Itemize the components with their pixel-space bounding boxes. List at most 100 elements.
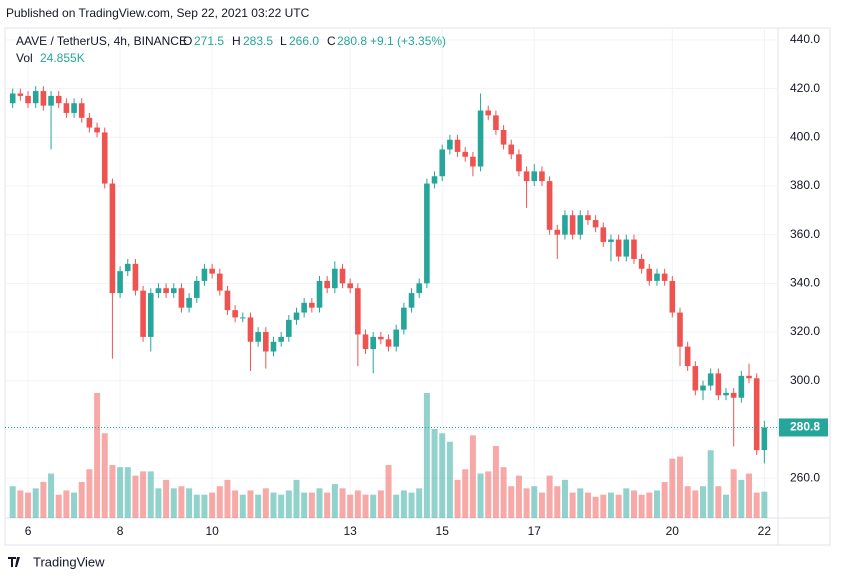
candle-body xyxy=(615,239,622,257)
candle-body xyxy=(94,127,100,133)
volume-bar xyxy=(684,486,691,518)
legend-vol: 24.855K xyxy=(40,51,85,65)
candle-body xyxy=(385,339,392,347)
marks: 280.8 xyxy=(5,86,828,518)
candle-body xyxy=(193,280,200,298)
legend: AAVE / TetherUS, 4h, BINANCE O 271.5 H 283.… xyxy=(16,34,446,65)
volume-bar xyxy=(707,450,714,518)
candle-body xyxy=(347,283,353,289)
legend-h: 283.5 xyxy=(243,34,273,48)
candle-body xyxy=(278,336,284,342)
volume-bar xyxy=(78,481,85,518)
volume-bar xyxy=(216,486,223,518)
volume-bar xyxy=(324,492,331,518)
volume-bar xyxy=(400,490,407,518)
candle-body xyxy=(78,103,85,118)
volume-bar xyxy=(178,486,185,518)
volume-bar xyxy=(746,473,753,518)
volume-bar xyxy=(140,471,147,518)
candle-body xyxy=(523,171,530,182)
legend-c-key: C xyxy=(327,34,336,48)
volume-bar xyxy=(753,492,760,518)
candle-body xyxy=(240,317,246,319)
candle-body xyxy=(646,268,653,281)
volume-bar xyxy=(255,494,262,518)
volume-bar xyxy=(485,471,492,518)
volume-bar xyxy=(347,494,354,518)
candle-body xyxy=(393,329,399,347)
volume-bar xyxy=(623,488,630,518)
legend-change: +9.1 (+3.35%) xyxy=(370,34,446,48)
volume-bar xyxy=(301,492,308,518)
candle-body xyxy=(738,375,745,398)
volume-bar xyxy=(607,492,614,518)
candle-body xyxy=(723,392,729,396)
volume-bar xyxy=(331,484,338,518)
candle-body xyxy=(715,373,722,396)
candle-body xyxy=(477,110,484,167)
volume-bar xyxy=(377,490,384,518)
volume-bar xyxy=(692,490,699,518)
logo xyxy=(8,557,20,567)
candle-body xyxy=(508,144,515,155)
volume-bar xyxy=(316,488,323,518)
legend-c: 280.8 xyxy=(337,34,367,48)
x-tick-label: 20 xyxy=(666,524,680,538)
symbol: AAVE / TetherUS, 4h, BINANCE xyxy=(16,34,187,48)
volume-bar xyxy=(462,469,469,518)
candle-body xyxy=(48,95,54,106)
legend-l: 266.0 xyxy=(289,34,319,48)
candle-body xyxy=(531,171,538,182)
candle-body xyxy=(730,392,737,398)
candle-body xyxy=(301,302,307,313)
brand-text: TradingView xyxy=(33,554,105,569)
volume-bar xyxy=(592,496,599,518)
y-tick-label: 320.0 xyxy=(790,324,820,338)
candle-body xyxy=(201,268,208,281)
candle-body xyxy=(661,273,668,281)
candle-body xyxy=(316,280,323,308)
volume-bar xyxy=(193,494,200,518)
candle-body xyxy=(707,373,714,386)
candle-body xyxy=(147,293,154,337)
candle-body xyxy=(132,263,139,291)
volume-bar xyxy=(354,490,361,518)
candle-body xyxy=(55,95,62,104)
y-tick-label: 360.0 xyxy=(790,227,820,241)
candle-body xyxy=(600,227,607,242)
volume-bar xyxy=(630,490,637,518)
last-price-label: 280.8 xyxy=(790,420,820,434)
volume-bar xyxy=(155,488,162,518)
candle-body xyxy=(32,91,39,104)
volume-bar xyxy=(17,490,24,518)
y-tick-label: 440.0 xyxy=(790,32,820,46)
volume-bar xyxy=(55,494,62,518)
candle-body xyxy=(408,293,415,308)
volume-bar xyxy=(561,479,568,518)
candle-body xyxy=(232,310,238,318)
candle-body xyxy=(216,273,223,291)
candle-body xyxy=(761,427,768,451)
volume-bar xyxy=(32,488,39,518)
candle-body xyxy=(355,288,361,335)
candle-body xyxy=(431,176,438,184)
volume-bar xyxy=(646,492,653,518)
candle-body xyxy=(370,336,376,350)
volume-bar xyxy=(454,479,461,518)
volume-bar xyxy=(469,435,476,518)
candle-body xyxy=(163,288,169,294)
candle-body xyxy=(17,93,24,96)
legend-h-key: H xyxy=(232,34,241,48)
volume-bar xyxy=(25,492,32,518)
volume-bar xyxy=(132,475,139,518)
candle-body xyxy=(324,280,330,289)
volume-bar xyxy=(439,433,446,518)
volume-bar xyxy=(700,486,706,518)
candle-body xyxy=(569,215,576,235)
volume-bar xyxy=(730,469,737,518)
candle-body xyxy=(117,271,123,294)
volume-bar xyxy=(94,393,101,518)
volume-bar xyxy=(71,492,78,518)
candle-body xyxy=(539,171,545,182)
